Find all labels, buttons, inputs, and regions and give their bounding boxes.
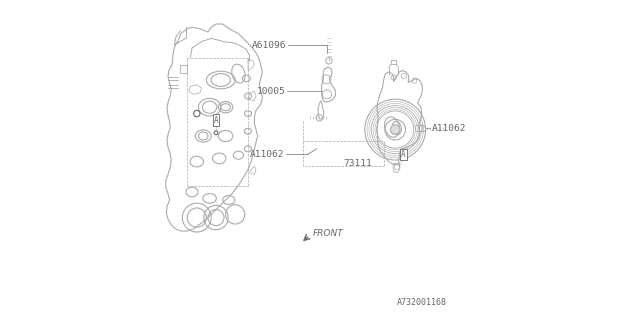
Text: FRONT: FRONT: [313, 229, 344, 238]
Text: A61096: A61096: [252, 41, 287, 50]
Text: A: A: [214, 116, 218, 124]
Text: A: A: [401, 150, 406, 159]
Text: A11062: A11062: [432, 124, 467, 132]
Circle shape: [390, 125, 400, 134]
Text: A11062: A11062: [250, 150, 285, 159]
Text: A732001168: A732001168: [396, 298, 447, 307]
Text: 10005: 10005: [257, 87, 285, 96]
Text: 73111: 73111: [344, 159, 372, 168]
